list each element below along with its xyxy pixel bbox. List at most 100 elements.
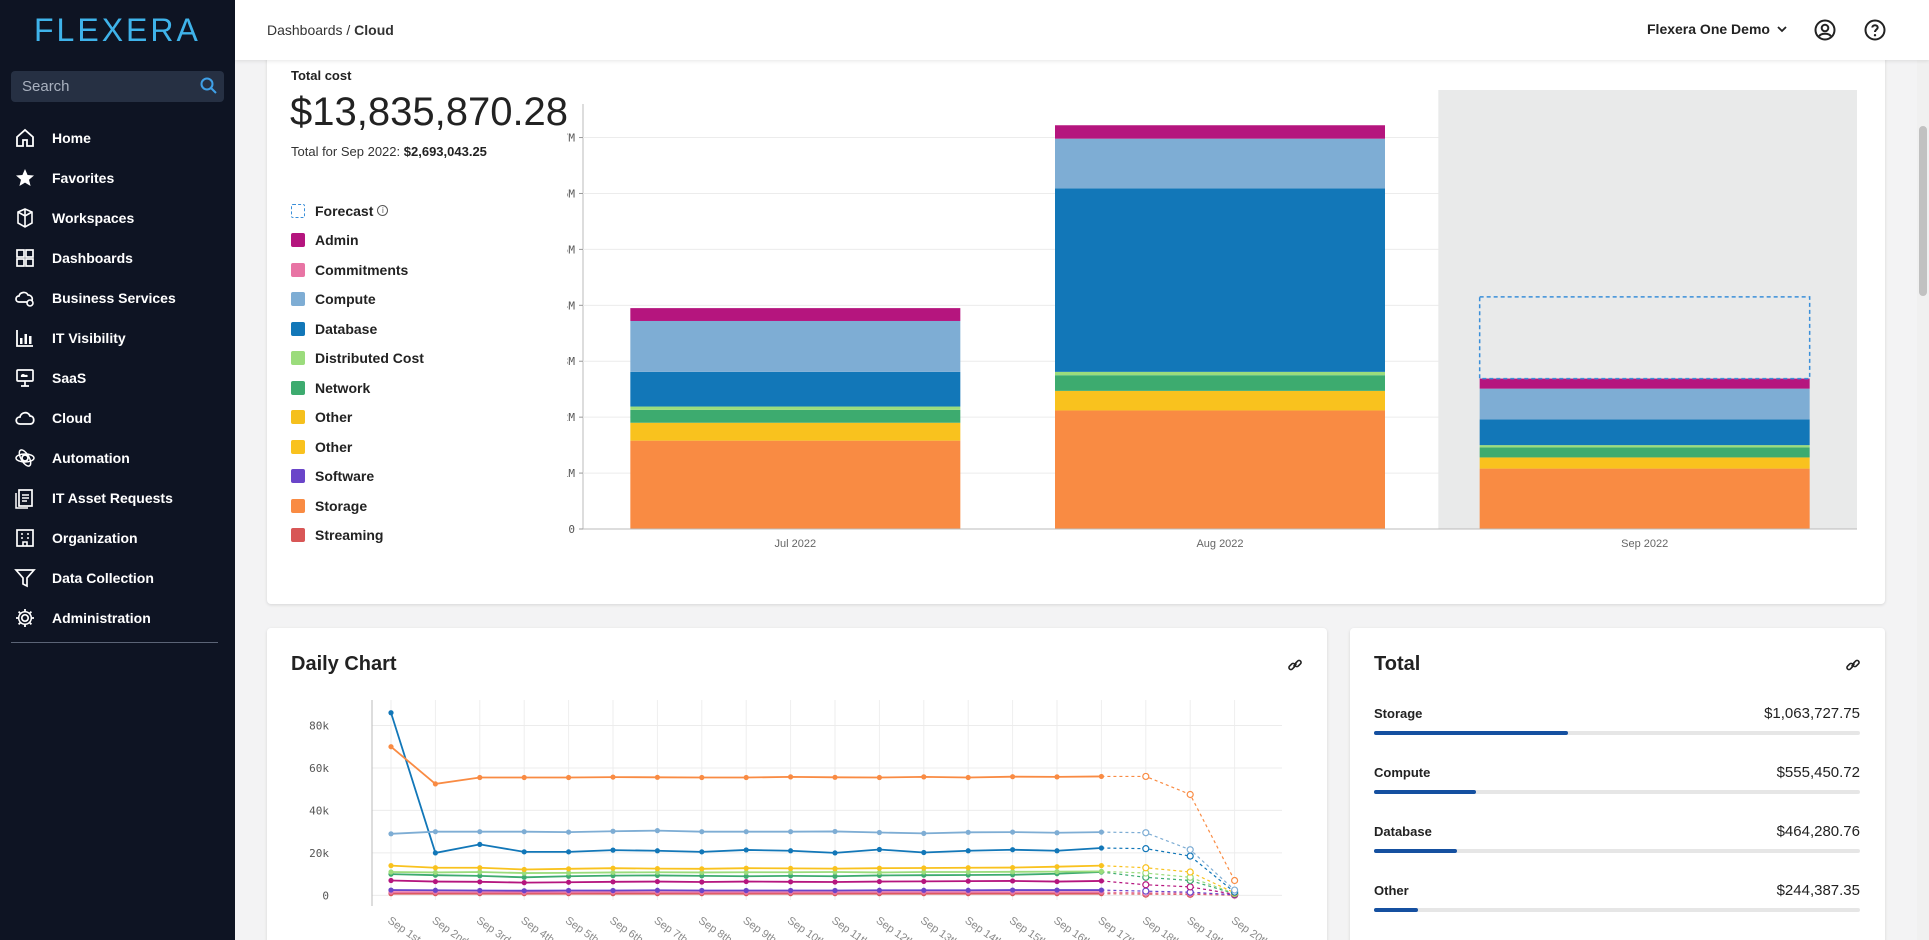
data-point[interactable] (1054, 868, 1060, 875)
data-point[interactable] (610, 847, 616, 853)
legend-item-other[interactable]: Other (291, 403, 424, 433)
data-point[interactable] (566, 887, 572, 894)
bar-segment-admin[interactable] (1479, 378, 1810, 389)
data-point[interactable] (521, 874, 527, 880)
data-point[interactable] (699, 879, 705, 885)
data-point[interactable] (876, 887, 883, 893)
data-point[interactable] (566, 866, 572, 872)
data-point[interactable] (921, 878, 927, 884)
data-point[interactable] (654, 848, 660, 854)
data-point[interactable] (743, 829, 749, 835)
data-point[interactable] (743, 887, 749, 894)
data-point[interactable] (566, 829, 572, 835)
data-point[interactable] (1010, 887, 1016, 893)
sidebar-item-automation[interactable]: Automation (0, 438, 235, 478)
data-point[interactable] (432, 865, 438, 871)
data-point[interactable] (1010, 829, 1016, 835)
sidebar-item-favorites[interactable]: Favorites (0, 158, 235, 198)
data-point[interactable] (788, 848, 794, 854)
legend-item-storage[interactable]: Storage (291, 491, 424, 521)
data-point[interactable] (1010, 774, 1016, 780)
forecast-outline[interactable] (1478, 296, 1811, 380)
bar-segment-distributed-cost[interactable] (630, 406, 961, 410)
forecast-line-admin[interactable] (1101, 880, 1235, 895)
sidebar-item-organization[interactable]: Organization (0, 518, 235, 558)
forecast-point[interactable] (1230, 876, 1239, 885)
data-point[interactable] (832, 866, 838, 872)
breadcrumb-dashboards[interactable]: Dashboards (267, 22, 343, 38)
forecast-line-database[interactable] (1101, 847, 1235, 893)
legend-item-other[interactable]: Other (291, 432, 424, 462)
sidebar-item-dashboards[interactable]: Dashboards (0, 238, 235, 278)
data-point[interactable] (1098, 868, 1104, 874)
data-point[interactable] (477, 869, 483, 875)
bar-segment-admin[interactable] (1055, 125, 1385, 139)
data-point[interactable] (743, 774, 749, 781)
data-point[interactable] (965, 848, 971, 854)
data-point[interactable] (876, 829, 883, 836)
data-point[interactable] (743, 865, 749, 871)
data-point[interactable] (432, 829, 438, 835)
link-icon[interactable] (1845, 657, 1861, 673)
data-point[interactable] (1010, 878, 1016, 884)
data-point[interactable] (521, 829, 527, 835)
bar-segment-network[interactable] (1479, 447, 1810, 458)
data-point[interactable] (832, 879, 838, 885)
data-point[interactable] (566, 774, 572, 781)
data-point[interactable] (521, 849, 527, 855)
data-point[interactable] (788, 869, 794, 875)
data-point[interactable] (921, 849, 927, 856)
forecast-line-compute[interactable] (1101, 831, 1236, 891)
legend-item-database[interactable]: Database (291, 314, 424, 344)
data-point[interactable] (388, 710, 394, 716)
data-point[interactable] (654, 869, 660, 875)
forecast-point[interactable] (1186, 883, 1194, 891)
data-point[interactable] (788, 887, 794, 894)
data-point[interactable] (521, 880, 527, 886)
sidebar-item-business-services[interactable]: Business Services (0, 278, 235, 318)
user-account-icon[interactable] (1813, 18, 1837, 42)
data-point[interactable] (654, 878, 660, 885)
data-point[interactable] (1054, 887, 1060, 893)
scrollbar-thumb[interactable] (1919, 126, 1927, 296)
data-point[interactable] (921, 830, 927, 836)
bar-segment-storage[interactable] (1479, 468, 1810, 529)
sidebar-item-data-collection[interactable]: Data Collection (0, 558, 235, 598)
bar-segment-other[interactable] (1479, 457, 1810, 469)
forecast-line-commitments[interactable] (1101, 891, 1235, 896)
data-point[interactable] (876, 865, 883, 871)
data-point[interactable] (699, 829, 705, 835)
data-point[interactable] (1054, 848, 1060, 854)
data-point[interactable] (432, 887, 438, 893)
org-selector[interactable]: Flexera One Demo (1647, 21, 1788, 37)
data-point[interactable] (699, 866, 705, 872)
data-point[interactable] (965, 774, 971, 781)
forecast-line-distributed-cost[interactable] (1101, 870, 1235, 895)
forecast-line-other[interactable] (1101, 865, 1235, 894)
data-point[interactable] (654, 828, 660, 834)
data-point[interactable] (1098, 887, 1104, 893)
sidebar-item-cloud[interactable]: Cloud (0, 398, 235, 438)
forecast-point[interactable] (1142, 829, 1150, 837)
data-point[interactable] (1054, 830, 1060, 836)
bar-segment-compute[interactable] (1055, 138, 1385, 189)
bar-segment-distributed-cost[interactable] (1055, 371, 1385, 376)
data-point[interactable] (965, 865, 971, 871)
data-point[interactable] (743, 869, 749, 875)
data-point[interactable] (432, 850, 438, 856)
data-point[interactable] (654, 866, 660, 872)
legend-item-commitments[interactable]: Commitments (291, 255, 424, 285)
forecast-point[interactable] (1142, 864, 1150, 872)
data-point[interactable] (965, 887, 971, 893)
forecast-point[interactable] (1186, 846, 1194, 854)
data-point[interactable] (388, 744, 394, 750)
data-point[interactable] (832, 850, 838, 856)
data-point[interactable] (788, 873, 794, 879)
data-point[interactable] (388, 831, 394, 837)
data-point[interactable] (654, 774, 660, 780)
data-point[interactable] (388, 877, 394, 884)
info-icon[interactable]: i (377, 205, 389, 217)
data-point[interactable] (1054, 878, 1060, 885)
data-point[interactable] (388, 887, 394, 893)
data-point[interactable] (432, 781, 438, 787)
